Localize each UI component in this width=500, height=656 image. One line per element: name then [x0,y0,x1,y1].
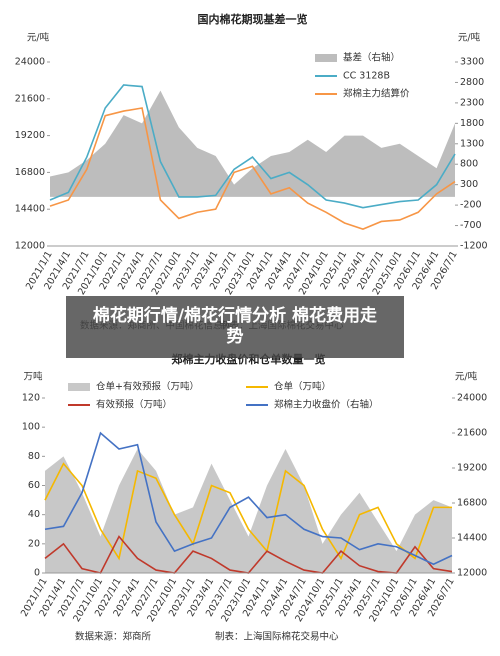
y-tick-label: 14400 [15,204,45,215]
y2-tick-label: 19200 [457,463,487,474]
y2-tick-label: 16800 [457,498,487,509]
area [50,90,455,197]
credit-note: 制表：上海国际棉花交易中心 [215,631,339,643]
y2-tick-label: 2800 [460,77,484,88]
y-tick-label: 21600 [15,93,45,104]
y2-tick-label: 800 [460,159,478,170]
y2-tick-label: 1300 [460,138,484,149]
y-tick-label: 40 [28,509,40,520]
y-tick-label: 19200 [15,130,45,141]
legend-label: 仓单（万吨） [274,381,331,393]
line [49,107,456,230]
y-tick-label: 20 [28,538,40,549]
legend-label: 仓单+有效预报（万吨） [96,381,199,393]
y-tick-label: 24000 [15,57,45,68]
y2-tick-label: -1200 [460,241,488,252]
legend-label: CC 3128B [343,71,390,82]
legend-label: 基差（右轴） [343,52,400,64]
area [45,449,452,573]
y-tick-label: 120 [22,393,40,404]
y2-tick-label: 2300 [460,97,484,108]
y-axis-label: 元/吨 [27,32,50,44]
legend-swatch [315,54,337,62]
y2-tick-label: 300 [460,179,478,190]
y2-axis-label: 元/吨 [458,32,481,44]
source-note: 数据来源：郑商所 [75,631,152,643]
overlay-banner: 棉花期行情/棉花行情分析 棉花费用走势 [66,296,404,358]
y-tick-label: 80 [28,451,40,462]
line [49,84,456,209]
legend-label: 郑棉主力收盘价（右轴） [274,399,379,411]
y-tick-label: 0 [34,568,40,579]
y2-tick-label: 24000 [457,393,487,404]
chart-title: 国内棉花期现基差一览 [198,12,308,26]
y2-tick-label: 14400 [457,533,487,544]
y2-tick-label: 12000 [457,568,487,579]
legend-label: 有效预报（万吨） [96,399,172,411]
y2-axis-label: 元/吨 [455,371,478,383]
y2-tick-label: 1800 [460,118,484,129]
y-tick-label: 16800 [15,167,45,178]
legend-label: 郑棉主力结算价 [343,88,410,100]
y2-tick-label: -700 [460,220,482,231]
y-tick-label: 100 [22,422,40,433]
y2-tick-label: -200 [460,200,482,211]
y-tick-label: 12000 [15,241,45,252]
y-axis-label: 万吨 [23,371,43,383]
y2-tick-label: 21600 [457,428,487,439]
y2-tick-label: 3300 [460,57,484,68]
legend-swatch [68,383,90,391]
y-tick-label: 60 [28,480,40,491]
line [44,431,453,566]
